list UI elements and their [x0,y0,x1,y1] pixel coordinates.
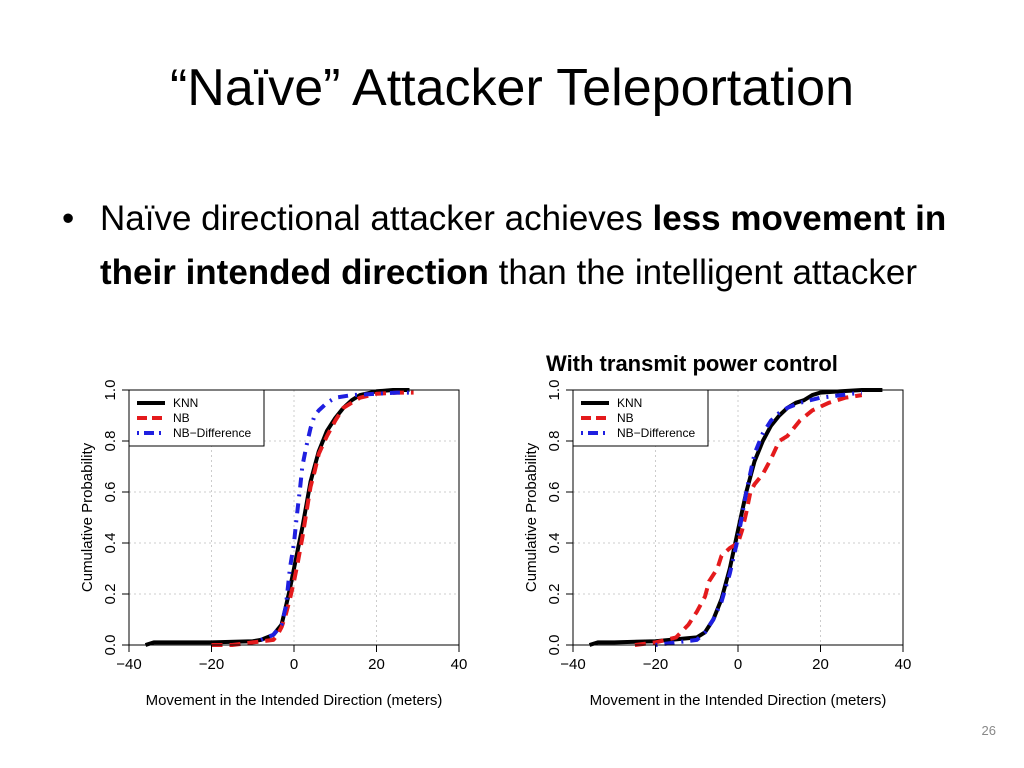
series-line-nb [211,390,414,647]
x-tick-label: 40 [451,656,468,673]
x-axis-label: Movement in the Intended Direction (mete… [590,692,887,709]
y-axis-label: Cumulative Probability [523,442,540,592]
slide-title: “Naïve” Attacker Teleportation [169,59,855,117]
y-tick-label: 0.6 [546,482,563,503]
bullet-text-part1: Naïve directional attacker achieves [100,199,653,238]
x-tick-label: −20 [643,656,668,673]
series-line-nb [634,393,863,647]
legend-label: NB−Difference [173,426,251,440]
y-tick-label: 0.8 [546,431,563,452]
bullet-symbol: • [62,199,75,238]
x-tick-label: 40 [895,656,912,673]
chart-subcaption: With transmit power control [546,351,838,376]
bullet-text-bold: less movement in their intended directio… [100,199,947,292]
y-tick-label: 0.0 [102,635,119,656]
x-tick-label: 0 [290,656,298,673]
series-line-knn [588,388,883,647]
y-axis-label: Cumulative Probability [79,442,96,592]
y-tick-label: 0.6 [102,482,119,503]
bullet-text-part2: than the intelligent attacker [488,253,917,292]
x-tick-label: −20 [199,656,224,673]
bullet-text: Naïve directional attacker achieves less… [100,192,950,300]
legend-box [128,389,265,447]
legend-label: NB−Difference [617,426,695,440]
y-tick-label: 0.8 [102,431,119,452]
series-line-nb-difference [655,390,863,647]
legend-label: NB [173,411,190,425]
y-tick-label: 0.2 [546,584,563,605]
legend-label: KNN [617,396,642,410]
y-tick-label: 0.4 [546,533,563,554]
cdf-chart-right: −40 −20 0 20 40 0.0 0.2 0.4 0.6 0.8 1.0 Movement in… [523,380,912,709]
x-tick-label: 20 [368,656,385,673]
y-tick-label: 1.0 [546,380,563,401]
y-tick-label: 1.0 [102,380,119,401]
legend-label: NB [617,411,634,425]
y-tick-label: 0.4 [102,533,119,554]
cdf-chart-left: −40 −20 0 20 40 0.0 0.2 0.4 0.6 0.8 1.0 Movement in… [79,380,468,709]
x-tick-label: −40 [560,656,585,673]
slide-number: 26 [981,723,996,738]
x-tick-label: 0 [734,656,742,673]
y-tick-label: 0.0 [546,635,563,656]
series-line-nb-difference [260,390,414,642]
x-tick-label: −40 [116,656,141,673]
legend-box [572,389,709,447]
legend-label: KNN [173,396,198,410]
y-tick-label: 0.2 [102,584,119,605]
x-axis-label: Movement in the Intended Direction (mete… [146,692,443,709]
x-tick-label: 20 [812,656,829,673]
